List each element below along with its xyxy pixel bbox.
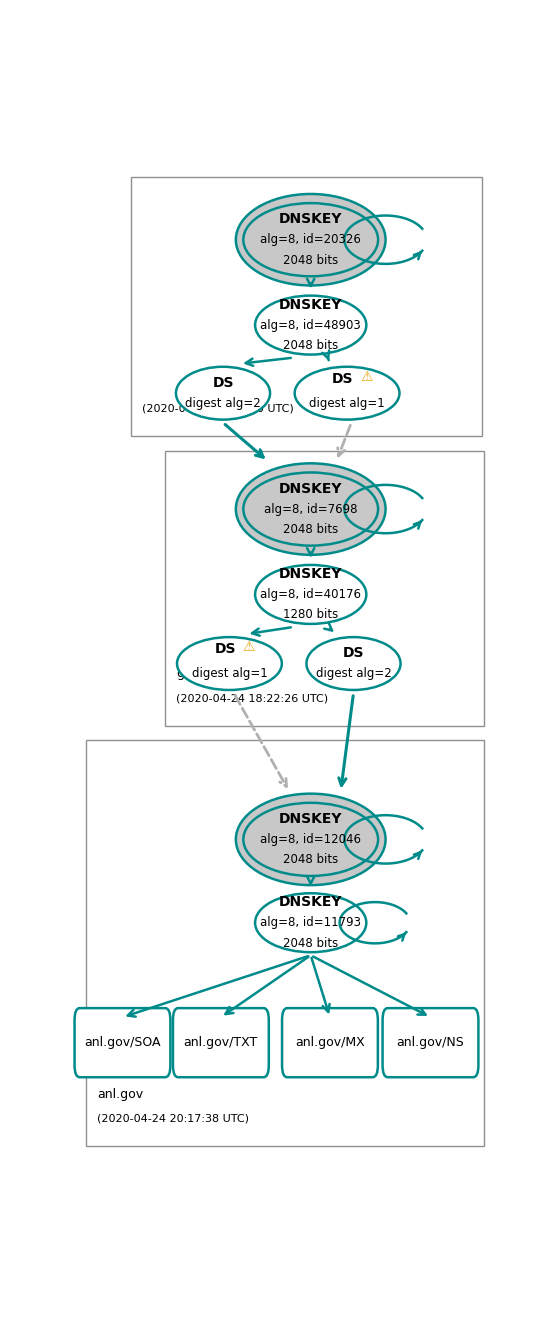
Ellipse shape xyxy=(236,793,385,886)
Ellipse shape xyxy=(255,894,367,952)
Text: digest alg=1: digest alg=1 xyxy=(309,397,385,409)
Text: ⚠: ⚠ xyxy=(360,370,373,384)
FancyBboxPatch shape xyxy=(131,177,482,436)
Ellipse shape xyxy=(243,473,378,545)
Ellipse shape xyxy=(177,638,282,690)
Text: 1280 bits: 1280 bits xyxy=(283,609,338,622)
Text: (2020-04-24 20:17:38 UTC): (2020-04-24 20:17:38 UTC) xyxy=(97,1114,249,1125)
Text: alg=8, id=48903: alg=8, id=48903 xyxy=(261,318,361,331)
Text: alg=8, id=20326: alg=8, id=20326 xyxy=(261,234,361,247)
Text: alg=8, id=11793: alg=8, id=11793 xyxy=(260,916,361,929)
Ellipse shape xyxy=(243,803,378,876)
Text: (2020-04-24 18:22:26 UTC): (2020-04-24 18:22:26 UTC) xyxy=(176,693,328,704)
Text: 2048 bits: 2048 bits xyxy=(283,523,338,536)
Text: DS: DS xyxy=(332,372,353,385)
Ellipse shape xyxy=(176,367,270,420)
Ellipse shape xyxy=(243,203,378,276)
Text: DS: DS xyxy=(213,376,233,389)
Text: DS: DS xyxy=(343,647,364,660)
Text: alg=8, id=12046: alg=8, id=12046 xyxy=(260,833,361,846)
Text: anl.gov/TXT: anl.gov/TXT xyxy=(184,1036,258,1049)
Text: DNSKEY: DNSKEY xyxy=(279,812,342,826)
Text: DNSKEY: DNSKEY xyxy=(279,568,342,581)
Text: anl.gov/SOA: anl.gov/SOA xyxy=(84,1036,161,1049)
Text: DNSKEY: DNSKEY xyxy=(279,213,342,227)
FancyBboxPatch shape xyxy=(86,739,484,1146)
FancyBboxPatch shape xyxy=(165,451,484,726)
Text: digest alg=2: digest alg=2 xyxy=(185,397,261,409)
Ellipse shape xyxy=(306,638,401,690)
Ellipse shape xyxy=(295,367,400,420)
Ellipse shape xyxy=(255,565,367,624)
Text: gov: gov xyxy=(176,667,199,680)
Text: digest alg=2: digest alg=2 xyxy=(316,667,391,680)
FancyBboxPatch shape xyxy=(75,1008,171,1077)
Text: 2048 bits: 2048 bits xyxy=(283,937,338,949)
Text: ⚠: ⚠ xyxy=(242,640,255,655)
Text: 2048 bits: 2048 bits xyxy=(283,253,338,267)
Text: digest alg=1: digest alg=1 xyxy=(192,667,267,680)
Text: 2048 bits: 2048 bits xyxy=(283,339,338,352)
FancyBboxPatch shape xyxy=(173,1008,269,1077)
Text: DNSKEY: DNSKEY xyxy=(279,298,342,312)
FancyBboxPatch shape xyxy=(383,1008,479,1077)
Text: DS: DS xyxy=(214,643,236,656)
Ellipse shape xyxy=(255,296,367,355)
Text: anl.gov/NS: anl.gov/NS xyxy=(397,1036,464,1049)
Text: alg=8, id=7698: alg=8, id=7698 xyxy=(264,503,358,516)
Text: anl.gov: anl.gov xyxy=(97,1088,143,1101)
Ellipse shape xyxy=(236,194,385,285)
Text: DNSKEY: DNSKEY xyxy=(279,895,342,909)
Text: (2020-04-24 17:11:10 UTC): (2020-04-24 17:11:10 UTC) xyxy=(142,404,294,413)
Text: 2048 bits: 2048 bits xyxy=(283,853,338,866)
FancyBboxPatch shape xyxy=(282,1008,378,1077)
Ellipse shape xyxy=(236,463,385,554)
Text: alg=8, id=40176: alg=8, id=40176 xyxy=(260,587,361,601)
Text: anl.gov/MX: anl.gov/MX xyxy=(295,1036,365,1049)
Text: DNSKEY: DNSKEY xyxy=(279,482,342,496)
